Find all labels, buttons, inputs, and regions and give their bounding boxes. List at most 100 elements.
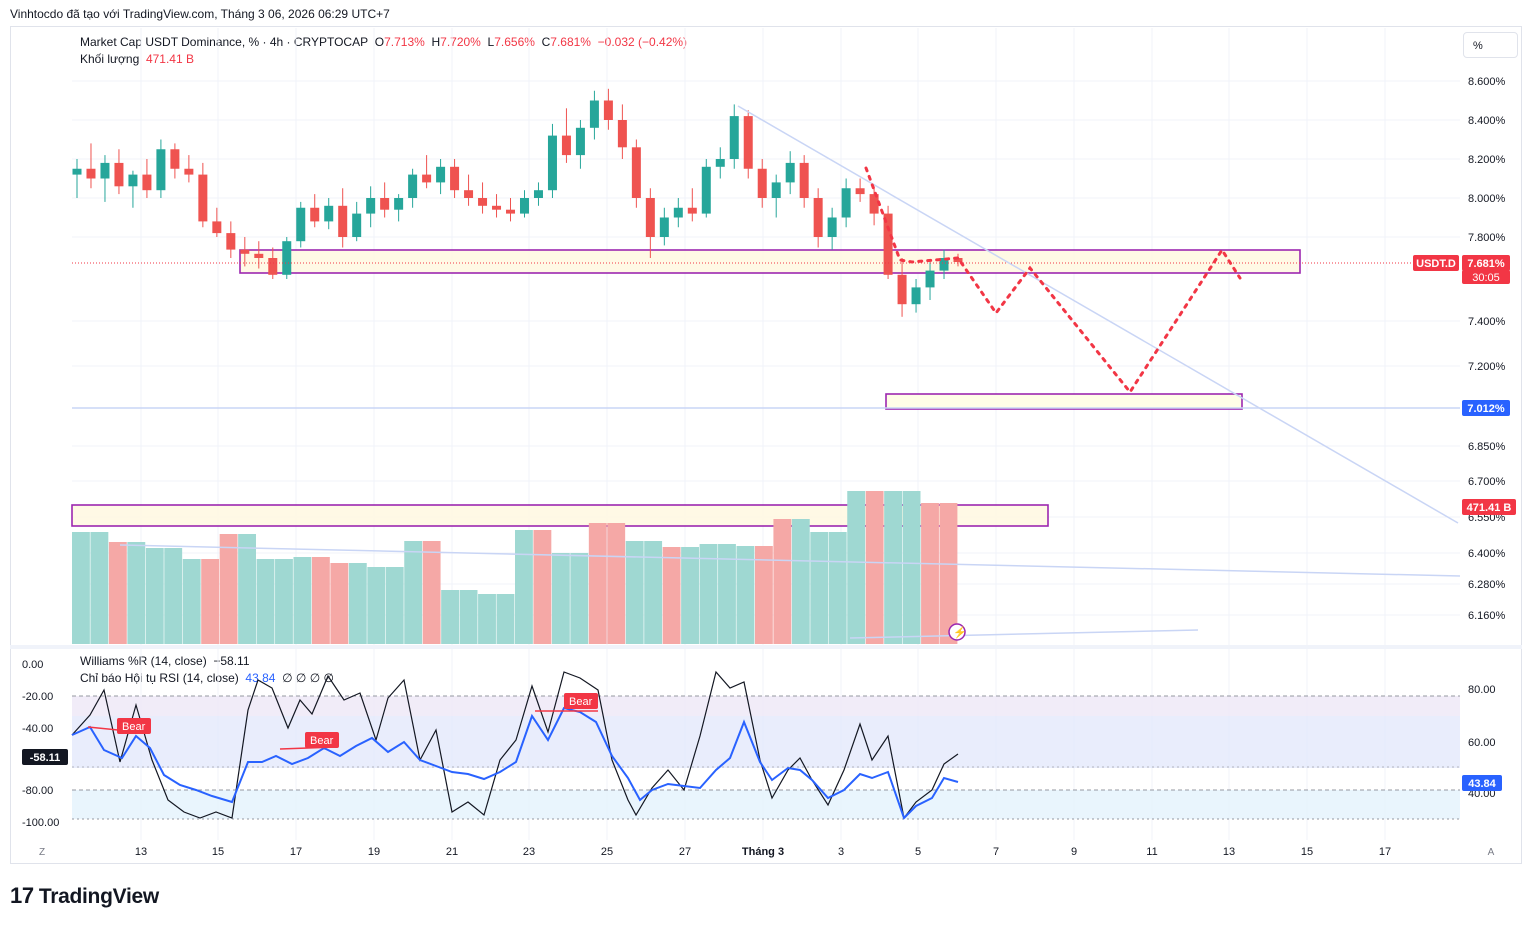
- candle-body: [324, 205, 334, 222]
- wr-axis-label: -80.00: [22, 785, 53, 797]
- candle-body: [575, 127, 585, 156]
- candle-body: [883, 213, 893, 275]
- volume-bar: [459, 590, 478, 644]
- volume-bar: [754, 546, 773, 644]
- lightning-icon[interactable]: [948, 623, 966, 641]
- candle-body: [701, 166, 711, 214]
- price-tick-label: 7.400%: [1468, 316, 1506, 328]
- candle-body: [422, 174, 432, 183]
- price-tick-label: 7.800%: [1468, 232, 1506, 244]
- candle-body: [436, 166, 446, 183]
- candle-body: [240, 249, 250, 254]
- candle-body: [519, 198, 529, 214]
- volume-baseline[interactable]: [849, 629, 1199, 639]
- countdown-tag-bg: [1462, 270, 1510, 284]
- candle-body: [589, 100, 599, 128]
- volume-bar: [219, 534, 238, 644]
- volume-bar: [884, 491, 903, 644]
- volume-trendline[interactable]: [119, 544, 1461, 577]
- bear-label-bg-1: [305, 732, 339, 748]
- candle-body: [631, 147, 641, 198]
- overlays: ⚡: [72, 105, 1461, 641]
- level-price-tag: 7.012%: [1467, 403, 1505, 415]
- volume-bar: [72, 532, 90, 644]
- low-label: L: [487, 35, 495, 49]
- target-zone[interactable]: [885, 393, 1243, 410]
- williams-title[interactable]: Williams %R (14, close): [80, 654, 207, 668]
- resistance-zone[interactable]: [239, 249, 1301, 274]
- time-tick-label: 15: [212, 846, 224, 858]
- volume-bar: [311, 557, 330, 644]
- candle-body: [212, 221, 222, 234]
- symbol-price-tag-bg: [1413, 255, 1459, 271]
- volume-bar: [238, 534, 256, 644]
- time-axis[interactable]: 13 15 17 19 21 23 25 27 Tháng 3 3 5 7 9 11 13 15 17 Z A: [39, 846, 1495, 858]
- pane-separator[interactable]: [10, 645, 1522, 649]
- rsi-band: [72, 716, 1460, 768]
- open-value: 7.713%: [384, 35, 425, 49]
- williams-value: −58.11: [213, 654, 250, 668]
- volume-bar: [588, 523, 607, 644]
- volume-bar: [127, 542, 146, 644]
- volume-bar: [182, 559, 201, 644]
- candle-body: [478, 198, 488, 206]
- candle-body: [296, 207, 306, 242]
- candle-body: [855, 188, 865, 195]
- candle-body: [547, 135, 557, 191]
- candle-body: [897, 274, 907, 305]
- volume-bar: [496, 594, 515, 644]
- rsi-title[interactable]: Chỉ báo Hội tụ RSI (14, close): [80, 671, 239, 685]
- timezone-corner[interactable]: Z: [39, 847, 45, 858]
- volume-bar: [699, 544, 718, 644]
- volume-bar: [810, 532, 829, 644]
- candle-body: [114, 162, 124, 187]
- volume-bar: [330, 563, 349, 644]
- tradingview-logo-icon: 17: [10, 883, 34, 908]
- candle-body: [645, 198, 655, 237]
- candle-body: [408, 174, 418, 198]
- price-axis[interactable]: 8.600% 8.400% 8.200% 8.000% 7.800% 7.400% 7.20…: [1468, 76, 1506, 622]
- volume-bar: [939, 503, 958, 644]
- wr-value-tag: -58.11: [30, 752, 61, 764]
- rsi-line[interactable]: [71, 706, 959, 820]
- candle-body: [450, 166, 460, 191]
- oscillator-axes[interactable]: 0.00 -20.00 -40.00 -80.00 -100.00 80.00 60.00 4…: [22, 659, 1496, 829]
- candle-body: [673, 207, 683, 218]
- candle-body: [785, 162, 795, 183]
- candle-body: [352, 213, 362, 237]
- volume-bar: [551, 553, 570, 644]
- rsi-extra: ∅ ∅ ∅ ∅: [282, 671, 334, 685]
- rsi-value: 43.84: [245, 671, 276, 685]
- high-value: 7.720%: [440, 35, 481, 49]
- percent-scale-button[interactable]: %: [1463, 32, 1518, 58]
- candle-body: [198, 174, 208, 222]
- rsi-axis-label: 80.00: [1468, 684, 1496, 696]
- volume-bar: [385, 567, 404, 644]
- wr-overbought-band: [72, 696, 1460, 716]
- candles: [72, 88, 963, 317]
- candle-body: [939, 258, 949, 271]
- price-tick-label: 6.400%: [1468, 548, 1506, 560]
- trendline-down[interactable]: [737, 105, 1459, 524]
- price-tick-label: 6.850%: [1468, 441, 1506, 453]
- volume-bar: [533, 530, 552, 644]
- volume-label[interactable]: Khối lượng: [80, 52, 140, 66]
- bear-labels: Bear Bear Bear: [117, 693, 598, 748]
- volume-bar: [625, 541, 644, 644]
- auto-scale-corner[interactable]: A: [1488, 847, 1495, 858]
- volume-bar: [256, 559, 275, 644]
- volume-bar: [865, 491, 884, 644]
- tradingview-logo[interactable]: 17 TradingView: [10, 883, 159, 909]
- price-tick-label: 8.600%: [1468, 76, 1506, 88]
- wr-axis-label: 0.00: [22, 659, 43, 671]
- time-tick-label: 17: [290, 846, 302, 858]
- wr-axis-label: -40.00: [22, 723, 53, 735]
- candle-body: [617, 120, 627, 148]
- candle-body: [911, 287, 921, 305]
- projection-path[interactable]: [864, 166, 1242, 395]
- volume-bar: [90, 532, 109, 644]
- volume-bar: [164, 548, 183, 644]
- level-price-tag-bg: [1462, 400, 1510, 416]
- tradingview-logo-text: TradingView: [38, 885, 159, 908]
